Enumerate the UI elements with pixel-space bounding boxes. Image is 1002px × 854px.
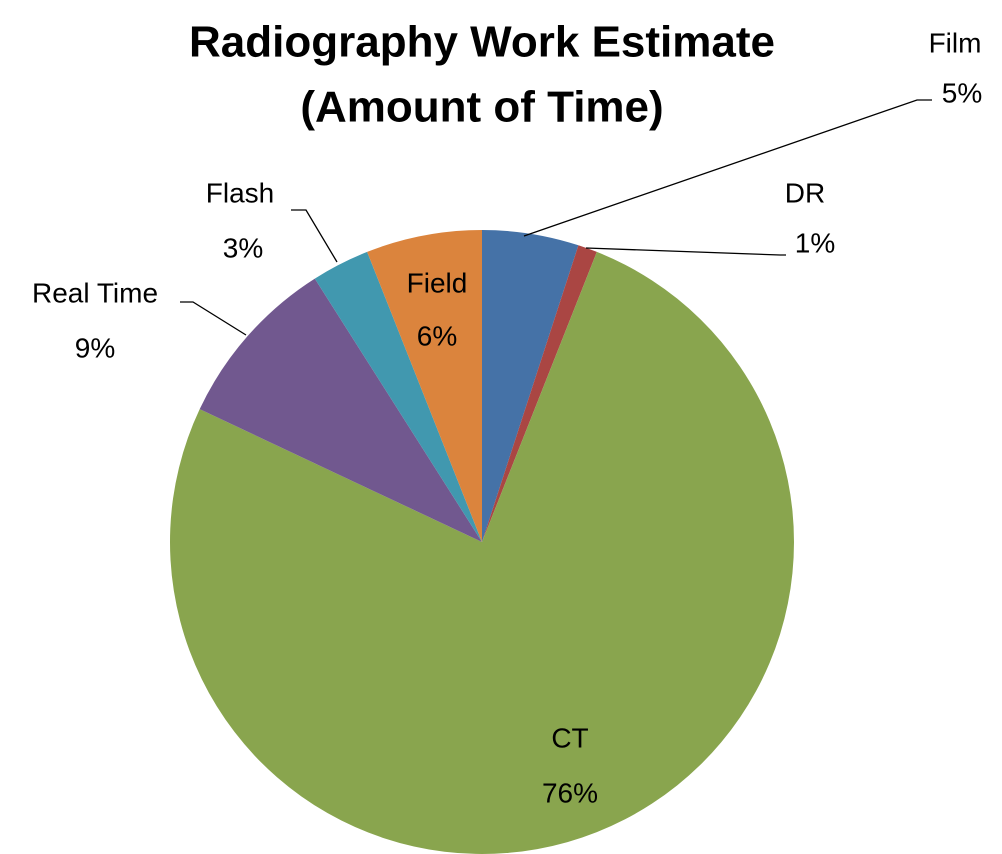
leader-line [523, 99, 932, 237]
leader-line [291, 209, 338, 263]
slice-value-label: 6% [417, 320, 457, 351]
pie-slice [170, 251, 795, 854]
slice-value-label: 3% [223, 232, 263, 263]
slice-label: CT [551, 722, 588, 753]
slice-value-label: 76% [542, 777, 598, 808]
chart-title: Radiography Work Estimate [189, 18, 775, 67]
chart-title: (Amount of Time) [300, 83, 663, 132]
slice-label: Film [929, 27, 982, 58]
pie-slice [482, 230, 579, 542]
pie-slice [199, 278, 482, 542]
slice-label: DR [785, 177, 825, 208]
leader-line [585, 247, 786, 256]
leader-line [180, 301, 247, 336]
slice-label: Field [407, 267, 468, 298]
slice-value-label: 9% [75, 332, 115, 363]
slice-label: Flash [206, 177, 274, 208]
pie-slice [482, 245, 597, 542]
slice-value-label: 5% [942, 77, 982, 108]
slice-label: Real Time [32, 277, 158, 308]
pie-slice [314, 251, 482, 542]
slice-value-label: 1% [795, 227, 835, 258]
pie-slice [367, 230, 482, 542]
